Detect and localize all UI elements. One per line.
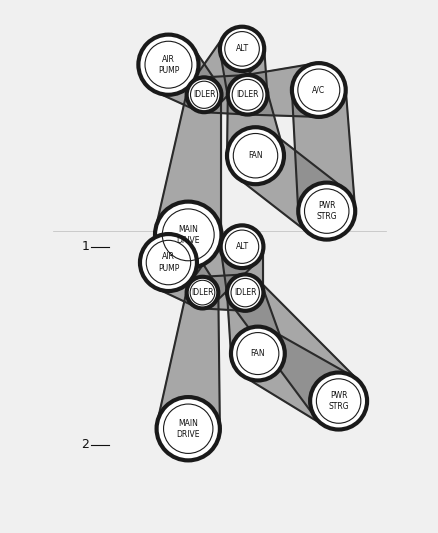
- Circle shape: [186, 277, 218, 309]
- Polygon shape: [220, 47, 267, 98]
- Text: 2: 2: [81, 438, 89, 451]
- Circle shape: [226, 127, 283, 184]
- Polygon shape: [155, 48, 218, 111]
- Text: AIR
PUMP: AIR PUMP: [157, 55, 179, 75]
- Text: FAN: FAN: [250, 349, 265, 358]
- Circle shape: [140, 234, 197, 291]
- Polygon shape: [189, 36, 258, 107]
- Circle shape: [220, 225, 263, 268]
- Polygon shape: [189, 235, 256, 304]
- Circle shape: [186, 77, 221, 112]
- Text: AIR
PUMP: AIR PUMP: [157, 253, 179, 272]
- Text: PWR
STRG: PWR STRG: [316, 201, 336, 221]
- Text: FAN: FAN: [247, 151, 262, 160]
- Circle shape: [156, 397, 219, 461]
- Polygon shape: [244, 63, 317, 117]
- Polygon shape: [203, 75, 246, 115]
- Text: ALT: ALT: [235, 44, 248, 53]
- Polygon shape: [226, 286, 283, 356]
- Circle shape: [138, 35, 198, 95]
- Circle shape: [230, 327, 284, 381]
- Circle shape: [309, 373, 366, 430]
- Text: IDLER: IDLER: [233, 288, 256, 297]
- Circle shape: [155, 201, 221, 268]
- Text: ALT: ALT: [235, 242, 248, 251]
- Text: IDLER: IDLER: [191, 288, 213, 297]
- Polygon shape: [230, 280, 358, 418]
- Polygon shape: [226, 90, 283, 155]
- Polygon shape: [243, 330, 352, 425]
- Circle shape: [297, 183, 354, 240]
- Circle shape: [226, 274, 263, 311]
- Polygon shape: [291, 88, 354, 213]
- Polygon shape: [220, 247, 263, 295]
- Text: 1: 1: [81, 240, 89, 253]
- Text: IDLER: IDLER: [192, 90, 215, 99]
- Text: A/C: A/C: [311, 85, 325, 94]
- Polygon shape: [201, 274, 244, 311]
- Text: IDLER: IDLER: [236, 90, 258, 99]
- Circle shape: [219, 27, 264, 71]
- Polygon shape: [157, 289, 219, 429]
- Circle shape: [227, 75, 267, 115]
- Text: PWR
STRG: PWR STRG: [328, 391, 348, 411]
- Polygon shape: [237, 133, 343, 233]
- Polygon shape: [156, 247, 215, 307]
- Text: MAIN
DRIVE: MAIN DRIVE: [176, 419, 200, 439]
- Polygon shape: [155, 91, 221, 235]
- Circle shape: [291, 63, 345, 117]
- Text: MAIN
DRIVE: MAIN DRIVE: [176, 225, 200, 245]
